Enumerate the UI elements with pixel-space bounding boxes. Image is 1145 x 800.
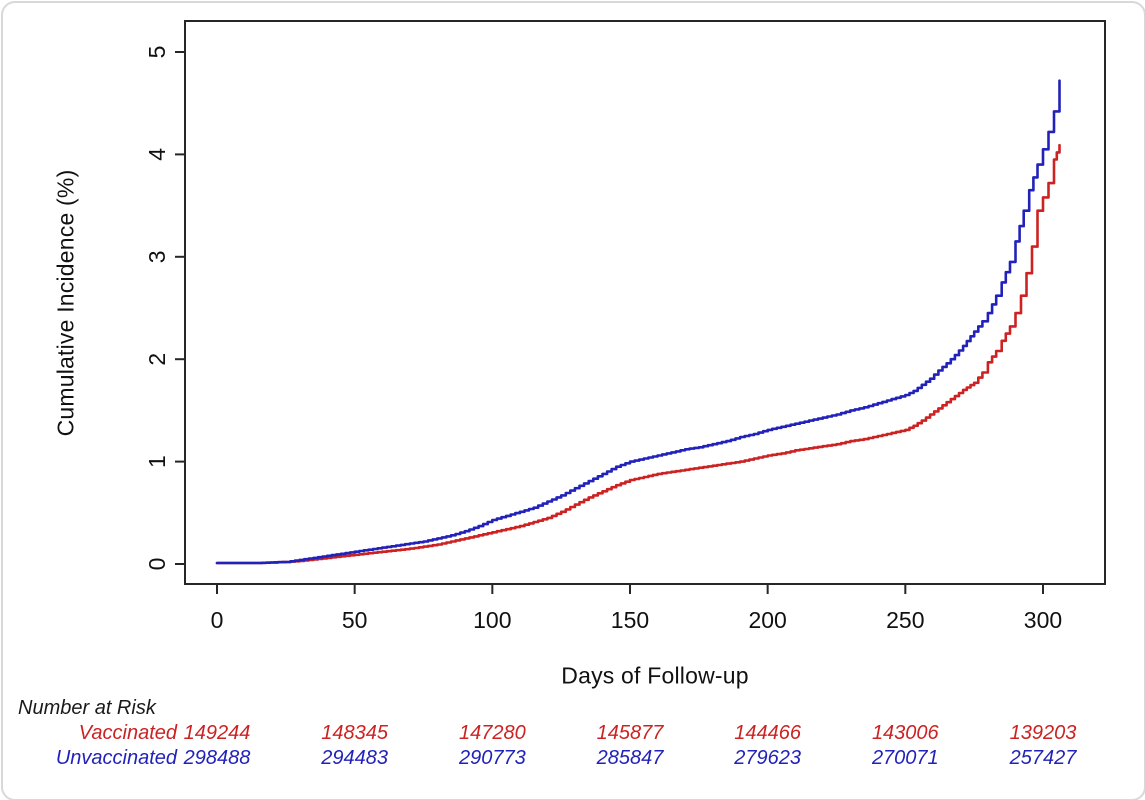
number-at-risk-value: 270071 [871,747,939,769]
number-at-risk-value: 298488 [183,747,251,769]
number-at-risk-value: 294483 [321,747,389,769]
number-at-risk-row-label: Unvaccinated [55,747,177,769]
plot-box [184,20,1106,585]
x-tick-label: 100 [473,607,511,633]
unvaccinated-curve [215,79,1061,565]
vaccinated-curve [215,143,1061,565]
y-tick-label: 0 [144,558,170,571]
number-at-risk-value: 257427 [1009,747,1077,769]
x-tick-label: 250 [886,607,924,633]
number-at-risk-value: 147280 [458,722,526,744]
number-at-risk-value: 148345 [321,722,389,744]
y-tick-label: 2 [144,353,170,366]
number-at-risk-title: Number at Risk [18,697,156,719]
y-tick-label: 1 [144,455,170,468]
number-at-risk-value: 290773 [458,747,526,769]
x-tick-label: 200 [748,607,786,633]
number-at-risk-value: 144466 [734,722,802,744]
number-at-risk-value: 285847 [596,747,664,769]
y-tick-label: 4 [144,148,170,161]
x-tick-label: 150 [611,607,649,633]
y-axis-title: Cumulative Incidence (%) [52,169,79,437]
number-at-risk-value: 279623 [734,747,802,769]
number-at-risk-value: 149244 [183,722,251,744]
y-tick-label: 3 [144,250,170,263]
x-axis-title: Days of Follow-up [561,662,749,689]
number-at-risk-value: 139203 [1009,722,1077,744]
y-tick-label: 5 [144,46,170,59]
x-tick-label: 50 [342,607,368,633]
number-at-risk-row-label: Vaccinated [78,722,177,744]
x-tick-label: 300 [1024,607,1062,633]
number-at-risk-value: 143006 [871,722,939,744]
x-tick-label: 0 [211,607,224,633]
number-at-risk-value: 145877 [596,722,664,744]
